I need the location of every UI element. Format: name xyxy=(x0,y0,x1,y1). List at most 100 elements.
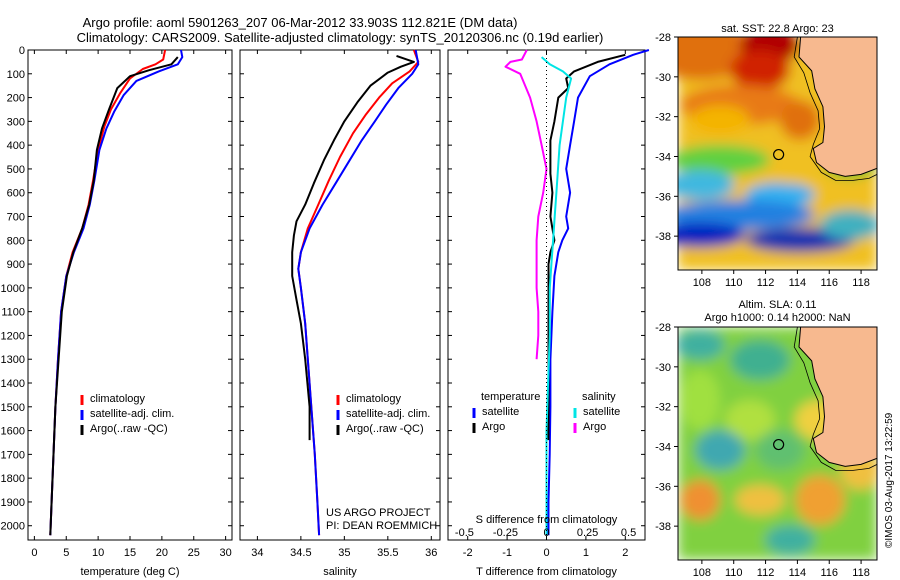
series-line xyxy=(297,49,420,536)
difference-panel: -2 -1 0 1 2 T difference from climatology -0.5… xyxy=(447,49,650,578)
x-tick-label: 25 xyxy=(188,547,200,559)
s-tick-label: -0.5 xyxy=(455,527,474,539)
legend-label: satellite-adj. clim. xyxy=(90,408,174,420)
y-tick-label: 1800 xyxy=(1,473,25,485)
imos-stamp: ©IMOS 03-Aug-2017 13:22:59 xyxy=(884,412,895,548)
y-tick-label: -34 xyxy=(655,151,671,163)
plot-frame xyxy=(239,49,441,541)
sst-patch xyxy=(820,210,877,240)
sla-patch xyxy=(735,485,785,515)
header-line2: Climatology: CARS2009. Satellite-adjuste… xyxy=(77,30,604,45)
sst-patch xyxy=(678,200,815,230)
y-tick-label: -28 xyxy=(655,32,671,44)
legend-label: climatology xyxy=(90,393,146,405)
y-tick-label: 800 xyxy=(7,235,25,247)
series-line xyxy=(49,56,179,536)
legend-group-label: temperature xyxy=(481,391,540,403)
x-axis-label: temperature (deg C) xyxy=(80,566,179,578)
y-tick-label: 400 xyxy=(7,140,25,152)
x-tick-label: -1 xyxy=(502,547,512,559)
y-tick-label: 2000 xyxy=(1,521,25,533)
y-tick-label: -36 xyxy=(655,191,671,203)
y-tick-label: 1200 xyxy=(1,330,25,342)
legend-label: Argo xyxy=(482,421,505,433)
y-tick-label: 900 xyxy=(7,259,25,271)
series-line xyxy=(540,56,573,536)
legend-label: Argo xyxy=(583,421,606,433)
y-tick-label: 1300 xyxy=(1,354,25,366)
x-tick-label: -2 xyxy=(463,547,473,559)
y-tick-label: -36 xyxy=(655,481,671,493)
y-tick-label: -32 xyxy=(655,112,671,124)
y-tick-label: -30 xyxy=(655,72,671,84)
x-tick-label: 116 xyxy=(820,277,838,289)
x-tick-label: 15 xyxy=(124,547,136,559)
x-tick-label: 114 xyxy=(789,277,807,289)
series-line xyxy=(297,49,420,536)
legend-label: Argo(..raw -QC) xyxy=(346,423,424,435)
sla-map-panel: 108 110 112 114 116 118 -28 -30 -32 -34 -36 -38 Alti… xyxy=(655,299,878,579)
series-line xyxy=(504,49,548,360)
y-tick-label: 1700 xyxy=(1,449,25,461)
argo-position-marker xyxy=(773,438,785,451)
x-tick-label: 35.5 xyxy=(377,547,398,559)
sla-patch xyxy=(678,330,725,360)
legend-group-label: salinity xyxy=(582,391,616,403)
sla-patch xyxy=(765,525,815,555)
y-tick-label: 200 xyxy=(7,93,25,105)
credit-pi: PI: DEAN ROEMMICH xyxy=(326,520,437,532)
x-axis-label: T difference from climatology xyxy=(476,566,617,578)
y-tick-label: 1100 xyxy=(1,307,25,319)
y-tick-label: 300 xyxy=(7,116,25,128)
temperature-panel: 0100200300400500600700800900100011001200… xyxy=(1,45,233,578)
y-tick-label: 1400 xyxy=(1,378,25,390)
x-tick-label: 34 xyxy=(251,547,263,559)
y-tick-label: -34 xyxy=(655,441,671,453)
x-tick-label: 5 xyxy=(63,547,69,559)
y-tick-label: 1900 xyxy=(1,497,25,509)
x-tick-label: 108 xyxy=(693,567,711,579)
x-tick-label: 30 xyxy=(220,547,232,559)
credit-project: US ARGO PROJECT xyxy=(326,507,431,519)
x-tick-label: 20 xyxy=(156,547,168,559)
x-tick-label: 114 xyxy=(789,567,807,579)
legend-label: Argo(..raw -QC) xyxy=(90,423,168,435)
y-tick-label: 1500 xyxy=(1,402,25,414)
y-tick-label: 700 xyxy=(7,212,25,224)
legend-label: satellite-adj. clim. xyxy=(346,408,430,420)
map-frame xyxy=(677,326,878,561)
sla-patch xyxy=(680,370,720,430)
sst-patch xyxy=(730,50,790,90)
plot-frame xyxy=(27,49,233,541)
sla-patch xyxy=(755,430,805,470)
x-tick-label: 108 xyxy=(693,277,711,289)
x-tick-label: 0 xyxy=(31,547,37,559)
x-tick-label: 110 xyxy=(725,567,743,579)
sst-patch xyxy=(780,100,820,140)
y-tick-label: -30 xyxy=(655,362,671,374)
map-frame xyxy=(677,36,878,271)
x-tick-label: 118 xyxy=(852,567,870,579)
series-line xyxy=(49,49,184,536)
x-tick-label: 1 xyxy=(583,547,589,559)
x-tick-label: 110 xyxy=(725,277,743,289)
x-tick-label: 116 xyxy=(820,567,838,579)
y-tick-label: -32 xyxy=(655,402,671,414)
land-layer xyxy=(793,37,877,181)
sst-patch xyxy=(678,222,745,248)
s-tick-label: 0.25 xyxy=(577,527,598,539)
s-tick-label: -0.25 xyxy=(493,527,518,539)
y-tick-label: -28 xyxy=(655,322,671,334)
sla-patch xyxy=(795,475,845,525)
map-subtitle: Argo h1000: 0.14 h2000: NaN xyxy=(704,312,850,324)
salinity-panel: 34 34.5 35 35.5 36 salinity climatology satelli… xyxy=(239,49,441,578)
series-line xyxy=(547,49,650,536)
x-tick-label: 36 xyxy=(425,547,437,559)
x-axis-label: salinity xyxy=(323,566,357,578)
legend-label: satellite xyxy=(482,406,519,418)
header-line1: Argo profile: aoml 5901263_207 06-Mar-20… xyxy=(83,15,518,30)
map-title: Altim. SLA: 0.11 xyxy=(738,299,816,311)
series-line xyxy=(291,54,415,441)
series-line xyxy=(547,53,626,441)
y-tick-label: 1600 xyxy=(1,426,25,438)
